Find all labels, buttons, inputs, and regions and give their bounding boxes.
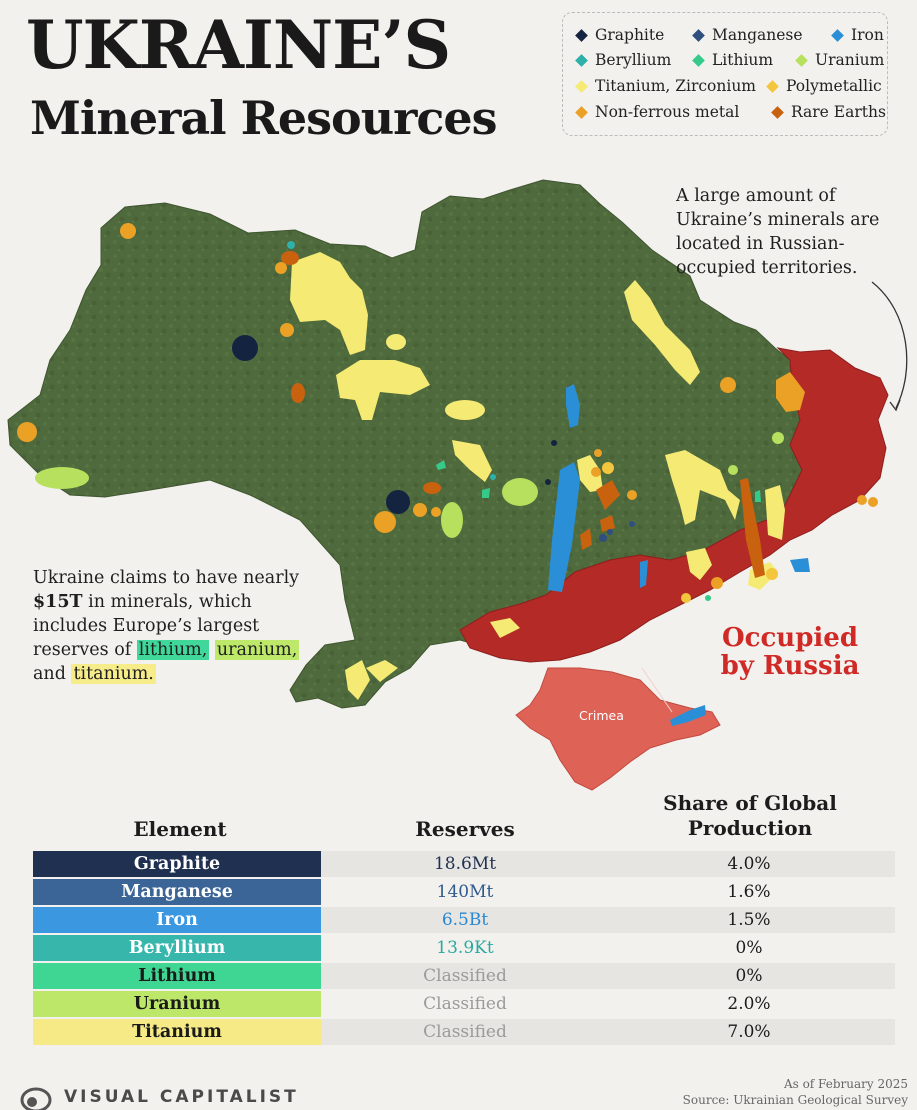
legend-item-uranium: Uranium (795, 51, 885, 69)
beryllium-lithium-deposits (287, 241, 761, 601)
crimea-leader-line (641, 667, 673, 713)
legend-label: Polymetallic (786, 77, 882, 95)
legend-label: Rare Earths (791, 103, 886, 121)
table-row: Uranium Classified 2.0% (33, 991, 895, 1017)
polymetallic-diamond-icon (766, 79, 779, 93)
beryllium-diamond-icon (575, 53, 588, 67)
header-share: Share of Global Production (663, 791, 837, 840)
ukraine-map (7, 179, 908, 791)
titanium-diamond-icon (575, 79, 588, 93)
non-ferrous-deposits (17, 223, 878, 589)
share-cell: 7.0% (727, 1022, 771, 1042)
legend-label: Iron (851, 26, 884, 44)
legend-label: Uranium (815, 51, 885, 69)
legend-item-beryllium: Beryllium (575, 51, 672, 69)
legend-item-polymetallic: Polymetallic (766, 77, 882, 95)
rare-earths-diamond-icon (771, 105, 784, 119)
element-cell: Lithium (33, 963, 321, 989)
iron-diamond-icon (831, 28, 844, 42)
share-cell: 4.0% (727, 854, 771, 874)
element-cell: Graphite (33, 851, 321, 877)
share-cell: 0% (735, 966, 763, 986)
annotation-arrow (871, 281, 908, 409)
polymetallic-deposits (602, 462, 778, 603)
uranium-deposits (35, 432, 784, 538)
reserves-cell: Classified (423, 1022, 507, 1042)
reserves-cell: 18.6Mt (433, 854, 497, 874)
manganese-diamond-icon (692, 28, 705, 42)
reserves-cell: 140Mt (436, 882, 494, 902)
table-row: Iron 6.5Bt 1.5% (33, 907, 895, 933)
table-row: Graphite 18.6Mt 4.0% (33, 851, 895, 877)
titanium-highlight: titanium. (71, 664, 156, 684)
legend-label: Lithium (712, 51, 774, 69)
share-cell: 1.5% (727, 910, 771, 930)
header-element: Element (133, 817, 227, 841)
legend-label: Manganese (712, 26, 803, 44)
legend-label: Titanium, Zirconium (595, 77, 757, 95)
iron-deposits (548, 384, 810, 726)
share-cell: 1.6% (727, 882, 771, 902)
crimea-label: Crimea (579, 708, 624, 723)
legend-item-rare-earths: Rare Earths (771, 103, 886, 121)
legend-item-manganese: Manganese (692, 26, 803, 44)
legend-item-titanium-zirconium: Titanium, Zirconium (575, 77, 757, 95)
legend-label: Graphite (595, 26, 665, 44)
table-row: Lithium Classified 0% (33, 963, 895, 989)
element-cell: Manganese (33, 879, 321, 905)
title-line-1: UKRAINE’S (26, 6, 451, 84)
non-ferrous-diamond-icon (575, 105, 588, 119)
element-cell: Uranium (33, 991, 321, 1017)
lithium-diamond-icon (692, 53, 705, 67)
uranium-highlight: uranium, (214, 640, 300, 660)
legend-label: Non-ferrous metal (595, 103, 740, 121)
element-cell: Beryllium (33, 935, 321, 961)
brand: VISUAL CAPITALIST (20, 1084, 299, 1110)
uranium-diamond-icon (795, 53, 808, 67)
claims-note: Ukraine claims to have nearly $15T in mi… (33, 568, 300, 684)
reserves-cell: Classified (423, 966, 507, 986)
crimea-region (515, 667, 721, 791)
manganese-deposits (599, 521, 635, 542)
reserves-cell: Classified (423, 994, 507, 1014)
header-reserves: Reserves (415, 817, 515, 841)
table-row: Manganese 140Mt 1.6% (33, 879, 895, 905)
graphite-deposits (232, 335, 557, 514)
reserves-cell: 13.9Kt (436, 938, 494, 958)
legend-label: Beryllium (595, 51, 672, 69)
lithium-highlight: lithium, (136, 640, 210, 660)
reserves-cell: 6.5Bt (441, 910, 489, 930)
table-row: Titanium Classified 7.0% (33, 1019, 895, 1045)
brand-name: VISUAL CAPITALIST (64, 1087, 299, 1107)
element-cell: Titanium (33, 1019, 321, 1045)
legend: Graphite Manganese Iron Beryllium Lithiu… (562, 12, 888, 136)
graphite-diamond-icon (575, 28, 588, 42)
legend-item-lithium: Lithium (692, 51, 774, 69)
legend-item-non-ferrous-metal: Non-ferrous metal (575, 103, 740, 121)
footnote: As of February 2025 Source: Ukrainian Ge… (682, 1077, 908, 1107)
table-row: Beryllium 13.9Kt 0% (33, 935, 895, 961)
occupied-label: Occupied by Russia (720, 623, 860, 681)
legend-item-graphite: Graphite (575, 26, 665, 44)
rare-earths-deposits (281, 251, 765, 578)
share-cell: 2.0% (727, 994, 771, 1014)
element-cell: Iron (33, 907, 321, 933)
title-line-2: Mineral Resources (30, 91, 498, 145)
visual-capitalist-logo-icon (20, 1087, 52, 1110)
share-cell: 0% (735, 938, 763, 958)
occupied-note: A large amount of Ukraine’s minerals are… (676, 186, 880, 278)
legend-item-iron: Iron (831, 26, 884, 44)
